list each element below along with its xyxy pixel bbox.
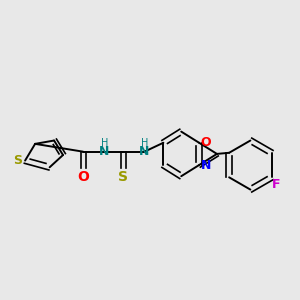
Text: N: N — [139, 145, 150, 158]
Text: O: O — [77, 170, 89, 184]
Text: H: H — [100, 138, 108, 148]
Text: S: S — [13, 154, 22, 167]
Text: O: O — [200, 136, 211, 149]
Text: N: N — [99, 145, 110, 158]
Text: S: S — [118, 170, 128, 184]
Text: H: H — [141, 138, 148, 148]
Text: F: F — [272, 178, 280, 190]
Text: N: N — [201, 159, 211, 172]
